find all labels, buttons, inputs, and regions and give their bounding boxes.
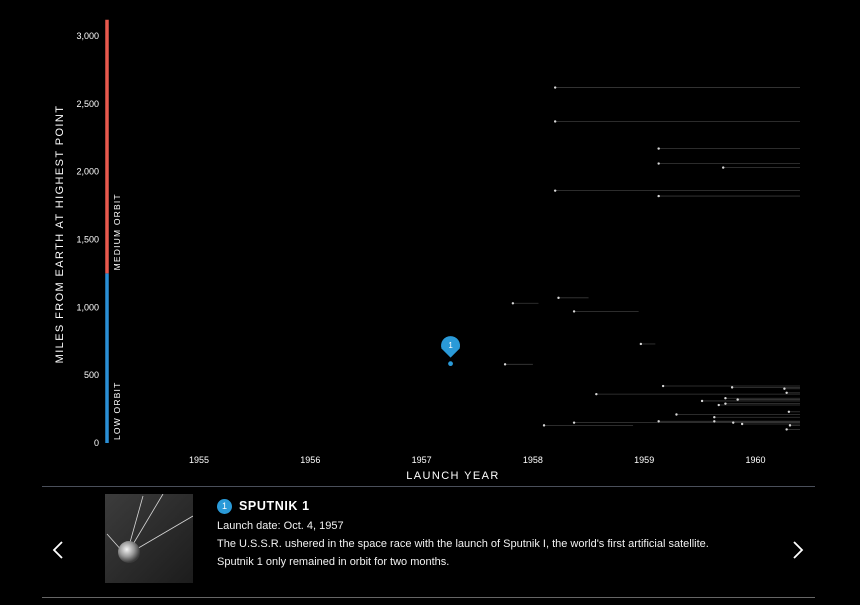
card-divider-top	[42, 486, 815, 487]
satellite-point[interactable]	[717, 403, 720, 407]
satellite-point[interactable]	[595, 392, 598, 396]
satellite-point[interactable]	[553, 189, 557, 192]
satellite-point[interactable]	[657, 420, 660, 423]
satellite-points	[503, 86, 792, 431]
satellite-point[interactable]	[542, 424, 546, 427]
orbit-bands: LOW ORBIT MEDIUM ORBIT	[105, 19, 122, 443]
y-tick-label: 2,500	[76, 99, 99, 109]
orbit-chart: LOW ORBIT MEDIUM ORBIT 0 500 1,000 1,500 2,00…	[54, 19, 800, 482]
satellite-point[interactable]	[713, 420, 716, 423]
card-description-1: The U.S.S.R. ushered in the space race w…	[217, 538, 709, 550]
highlight-label: 1	[448, 341, 453, 350]
card-description-2: Sputnik 1 only remained in orbit for two…	[217, 556, 450, 568]
y-tick-label: 3,000	[76, 31, 99, 41]
satellite-point[interactable]	[785, 428, 788, 431]
satellite-point[interactable]	[787, 410, 791, 413]
satellite-point[interactable]	[783, 387, 786, 390]
orbit-band-label: LOW ORBIT	[112, 382, 122, 441]
satellite-point[interactable]	[724, 402, 727, 405]
satellite-point[interactable]	[657, 147, 660, 150]
sputnik-image	[105, 494, 193, 583]
y-tick-label: 1,000	[76, 302, 99, 312]
x-axis-ticks: 1955 1956 1957 1958 1959 1960	[189, 455, 765, 465]
satellite-point[interactable]	[713, 416, 716, 419]
card-divider-bottom	[42, 597, 815, 598]
x-tick-label: 1955	[189, 455, 209, 465]
chevron-left-icon	[52, 541, 63, 559]
satellite-point[interactable]	[572, 421, 576, 424]
highlight-point[interactable]	[448, 361, 453, 367]
satellite-point[interactable]	[732, 421, 735, 424]
satellite-point[interactable]	[657, 194, 660, 198]
orbit-trails	[505, 87, 800, 430]
y-tick-label: 1,500	[76, 235, 99, 245]
satellite-point[interactable]	[503, 363, 507, 366]
satellite-point[interactable]	[675, 413, 678, 416]
satellite-point[interactable]	[661, 384, 665, 388]
highlight-marker[interactable]: 1	[441, 336, 461, 367]
chevron-right-icon	[793, 541, 804, 559]
satellite-point[interactable]	[724, 397, 727, 400]
satellite-point[interactable]	[740, 422, 744, 426]
orbit-band-label: MEDIUM ORBIT	[112, 193, 122, 270]
satellite-point[interactable]	[785, 391, 788, 395]
satellite-point[interactable]	[722, 166, 725, 169]
satellite-point[interactable]	[639, 342, 643, 346]
prev-button[interactable]	[46, 536, 70, 564]
card-header: 1 SPUTNIK 1	[217, 498, 807, 514]
x-tick-label: 1960	[745, 455, 765, 465]
card-badge: 1	[217, 498, 232, 514]
satellite-point[interactable]	[511, 302, 515, 305]
next-button[interactable]	[786, 536, 810, 564]
satellite-point[interactable]	[572, 310, 576, 313]
x-tick-label: 1956	[300, 455, 320, 465]
card-title: SPUTNIK 1	[239, 499, 310, 513]
launch-date: Launch date: Oct. 4, 1957	[217, 520, 344, 532]
x-tick-label: 1959	[634, 455, 654, 465]
satellite-point[interactable]	[730, 386, 734, 389]
y-tick-label: 2,000	[76, 167, 99, 177]
y-tick-label: 500	[84, 370, 99, 380]
x-tick-label: 1957	[412, 455, 432, 465]
satellite-point[interactable]	[657, 162, 660, 165]
y-axis-title: MILES FROM EARTH AT HIGHEST POINT	[54, 105, 66, 364]
satellite-point[interactable]	[553, 86, 557, 89]
y-tick-label: 0	[94, 438, 99, 448]
x-tick-label: 1958	[523, 455, 543, 465]
highlight-pin-icon	[441, 336, 461, 358]
satellite-point[interactable]	[557, 296, 560, 300]
satellite-point[interactable]	[700, 399, 704, 403]
satellite-card: 1 SPUTNIK 1 Launch date: Oct. 4, 1957 Th…	[217, 498, 807, 571]
satellite-point[interactable]	[553, 120, 557, 123]
satellite-point[interactable]	[788, 424, 792, 427]
y-axis-ticks: 0 500 1,000 1,500 2,000 2,500 3,000	[76, 31, 99, 448]
satellite-point[interactable]	[736, 398, 739, 401]
x-axis-title: LAUNCH YEAR	[406, 470, 499, 482]
